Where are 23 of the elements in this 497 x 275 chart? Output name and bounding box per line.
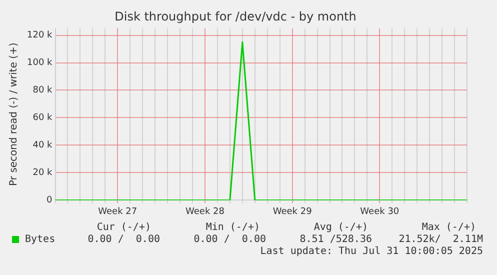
chart-title: Disk throughput for /dev/vdc - by month bbox=[114, 9, 356, 24]
text: Max (-/+) bbox=[422, 222, 476, 233]
x-tick-label: Week 28 bbox=[185, 206, 225, 217]
text: 21.52k/ 2.11M bbox=[398, 234, 483, 245]
text: Last update: Thu Jul 31 10:00:05 2025 bbox=[260, 246, 483, 257]
y-tick-label: 40 k bbox=[32, 140, 54, 151]
y-tick-label: 60 k bbox=[32, 113, 54, 124]
text: Cur (-/+) bbox=[96, 222, 151, 233]
y-axis-title: Pr second read (-) / write (+) bbox=[8, 42, 20, 186]
text: 0.00 / 0.00 bbox=[194, 234, 266, 245]
text: Avg (-/+) bbox=[314, 222, 368, 233]
text: 0.00 / 0.00 bbox=[88, 234, 160, 245]
y-tick-label: 80 k bbox=[32, 86, 54, 96]
y-tick-label: 20 k bbox=[32, 168, 54, 178]
y-tick-label: 0 bbox=[46, 196, 53, 206]
x-tick-label: Week 29 bbox=[272, 206, 312, 217]
text: Min (-/+) bbox=[206, 222, 260, 233]
x-tick-label: Week 30 bbox=[360, 206, 400, 217]
legend-label: Bytes bbox=[25, 234, 56, 245]
y-tick-label: 120 k bbox=[26, 30, 54, 41]
text: 8.51 /528.36 bbox=[300, 234, 372, 245]
y-tick-label: 100 k bbox=[26, 58, 54, 68]
x-tick-label: Week 27 bbox=[98, 206, 138, 217]
